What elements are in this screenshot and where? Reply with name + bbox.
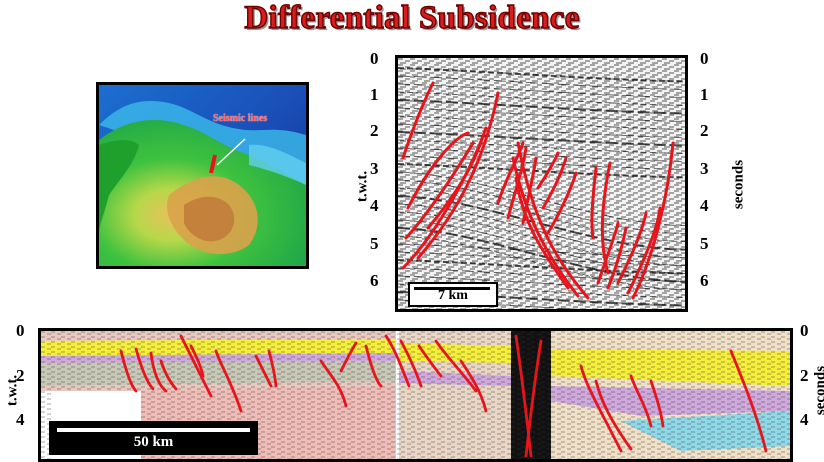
upper-right-tick-5: 5: [700, 235, 709, 252]
upper-right-axis-label: seconds: [731, 150, 748, 220]
upper-scale-label: 7 km: [410, 288, 496, 304]
upper-left-axis-label: t.w.t.: [355, 164, 372, 210]
lower-scale-label: 50 km: [51, 434, 256, 451]
lower-right-axis-label: seconds: [813, 356, 824, 426]
lower-scale-bar: 50 km: [49, 421, 258, 455]
lower-right-tick-0: 0: [800, 322, 809, 339]
lower-right-tick-1: 2: [800, 367, 809, 384]
upper-left-tick-6: 6: [370, 272, 379, 289]
upper-left-tick-2: 2: [370, 122, 379, 139]
upper-right-tick-2: 2: [700, 122, 709, 139]
lower-left-tick-0: 0: [16, 322, 25, 339]
lower-right-tick-2: 4: [800, 411, 809, 428]
seismic-lines-label: Seismic lines: [213, 113, 267, 124]
upper-right-tick-3: 3: [700, 160, 709, 177]
relief-map-image: [99, 85, 306, 266]
upper-right-tick-4: 4: [700, 197, 709, 214]
upper-right-tick-0: 0: [700, 50, 709, 67]
upper-right-tick-1: 1: [700, 86, 709, 103]
lower-left-tick-2: 4: [16, 411, 25, 428]
lower-left-axis-label: t.w.t.: [5, 368, 22, 414]
upper-right-tick-6: 6: [700, 272, 709, 289]
location-map: Seismic lines: [96, 82, 309, 269]
lower-seismic-section: 50 km: [38, 328, 793, 462]
upper-left-tick-1: 1: [370, 86, 379, 103]
upper-left-tick-0: 0: [370, 50, 379, 67]
upper-left-tick-5: 5: [370, 235, 379, 252]
upper-seismic-section: 7 km: [395, 55, 688, 312]
page-title: Differential Subsidence: [0, 0, 824, 36]
upper-scale-bar: 7 km: [408, 282, 498, 307]
upper-seismic-image: [398, 58, 685, 309]
